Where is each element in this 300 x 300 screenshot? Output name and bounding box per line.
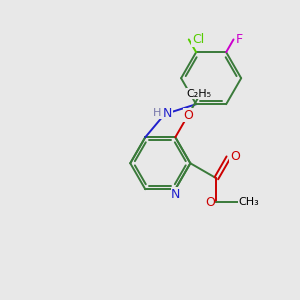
Text: O: O — [205, 196, 215, 209]
Text: CH₃: CH₃ — [238, 197, 259, 207]
Text: O: O — [230, 150, 240, 163]
Text: N: N — [163, 106, 172, 120]
Text: Cl: Cl — [192, 33, 204, 46]
Text: C₂H₅: C₂H₅ — [186, 89, 212, 99]
Text: F: F — [235, 33, 242, 46]
Text: O: O — [183, 109, 193, 122]
Text: H: H — [153, 108, 161, 118]
Text: N: N — [171, 188, 181, 201]
